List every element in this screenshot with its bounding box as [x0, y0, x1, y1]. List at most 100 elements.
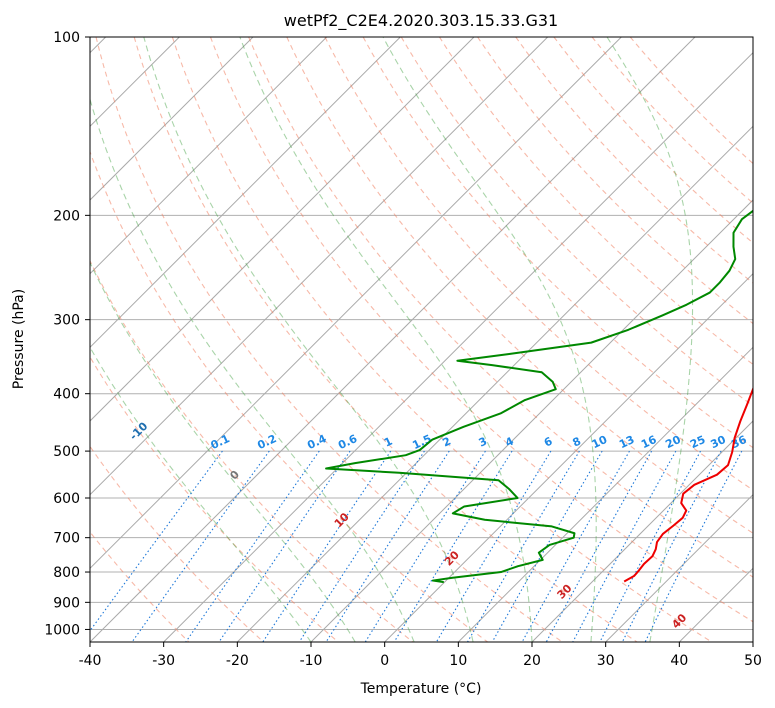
mixing-ratio-line: [599, 450, 702, 642]
mixing-ratio-line: [364, 450, 486, 642]
isotherm-line: [605, 493, 753, 642]
dry-adiabat-label: -10: [127, 419, 150, 442]
dry-adiabat-line: [90, 531, 190, 642]
mixing-ratio-line: [218, 450, 351, 642]
mixing-ratio-line: [262, 450, 392, 642]
dry-adiabat-line: [553, 37, 753, 244]
dry-adiabat-line: [400, 37, 753, 407]
isotherm-line: [236, 125, 753, 642]
mixing-ratio-line: [572, 450, 677, 642]
mixing-ratio-label: 0.4: [305, 432, 328, 452]
isotherm-line: [90, 37, 475, 422]
x-tick-label: -20: [226, 653, 249, 669]
mixing-ratio-line: [325, 450, 450, 642]
mixing-ratio-label: 8: [571, 435, 583, 450]
dry-adiabat-line: [90, 150, 488, 642]
dewpoint-profile-line: [325, 209, 753, 584]
mixing-ratio-line: [521, 450, 630, 642]
mixing-ratio-line: [393, 450, 513, 642]
mixing-ratio-label: 30: [709, 433, 729, 451]
y-tick-label: 200: [53, 208, 80, 224]
dry-adiabat-line: [248, 37, 753, 578]
x-tick-label: -10: [300, 653, 323, 669]
dry-adiabat-label: 20: [442, 548, 462, 568]
y-tick-label: 300: [53, 313, 80, 329]
x-tick-label: -40: [79, 653, 102, 669]
y-tick-label: 100: [53, 30, 80, 46]
mixing-ratio-line: [185, 450, 320, 642]
y-tick-label: 900: [53, 595, 80, 611]
mixing-ratio-line: [545, 450, 653, 642]
moist-adiabat-line: [382, 37, 597, 642]
x-tick-label: 20: [523, 653, 541, 669]
isotherm-line: [310, 199, 753, 642]
y-tick-label: 1000: [44, 622, 80, 638]
dry-adiabat-label: 40: [669, 611, 689, 631]
dry-adiabat-line: [209, 37, 753, 623]
isotherm-line: [384, 272, 753, 642]
mixing-ratio-label: 20: [663, 433, 683, 451]
x-tick-label: -30: [152, 653, 175, 669]
mixing-ratio-label: 0.1: [209, 432, 232, 452]
x-axis-label: Temperature (°C): [360, 681, 482, 697]
y-tick-label: 800: [53, 565, 80, 581]
mixing-ratio-line: [467, 450, 580, 642]
moist-adiabat-line: [143, 37, 474, 642]
y-tick-label: 500: [53, 444, 80, 460]
y-tick-label: 400: [53, 387, 80, 403]
x-tick-label: 50: [744, 653, 762, 669]
plot-frame: [89, 36, 754, 643]
isotherm-line: [90, 37, 696, 642]
dry-adiabat-line: [95, 37, 563, 642]
dry-adiabat-line: [515, 37, 753, 284]
mixing-ratio-label: 13: [617, 433, 636, 451]
temperature-profile-line: [623, 386, 753, 583]
x-tick-label: 30: [597, 653, 615, 669]
mixing-ratio-label: 10: [590, 433, 610, 451]
y-axis-label: Pressure (hPa): [11, 289, 27, 389]
mixing-ratio-label: 6: [542, 434, 555, 449]
isotherm-line: [90, 37, 401, 349]
dry-adiabat-line: [629, 37, 753, 165]
isotherm-line: [163, 51, 753, 642]
dry-adiabat-line: [90, 355, 339, 642]
isotherm-line: [90, 37, 254, 201]
isotherm-line: [752, 641, 753, 642]
mixing-ratio-line: [131, 450, 270, 642]
isotherm-line: [531, 420, 753, 642]
mixing-ratio-label: 2: [440, 435, 452, 450]
isotherm-line: [90, 37, 549, 496]
dry-adiabat-line: [591, 37, 753, 204]
x-tick-label: 0: [380, 653, 389, 669]
moist-adiabat-line: [239, 37, 533, 642]
isotherm-line: [457, 346, 753, 642]
x-tick-label: 40: [670, 653, 688, 669]
moist-adiabat-line: [606, 37, 694, 642]
dry-adiabat-line: [90, 259, 414, 642]
chart-title: wetPf2_C2E4.2020.303.15.33.G31: [284, 11, 558, 31]
isotherm-line: [678, 567, 753, 642]
isotherm-line: [90, 37, 622, 570]
x-tick-label: 10: [449, 653, 467, 669]
y-axis: 100 200 300 400 500 600 700 800 900 1000: [44, 30, 90, 638]
dry-adiabat-line: [362, 37, 753, 449]
mixing-ratio-label: 1: [382, 435, 394, 450]
dry-adiabat-line: [438, 37, 753, 366]
mixing-ratio-label: 16: [639, 433, 659, 451]
mixing-ratio-label: 25: [688, 433, 707, 451]
x-axis: -40 -30 -20 -10 0 10 20 30 40 50: [79, 642, 762, 669]
mixing-ratio-label: 3: [477, 435, 489, 450]
moist-adiabat-line: [90, 261, 356, 642]
moist-adiabat-line: [90, 346, 312, 642]
dry-adiabat-label: 0: [227, 468, 242, 483]
isotherm-line: [90, 37, 328, 275]
mixing-ratio-line: [298, 450, 425, 642]
dry-adiabat-line: [133, 37, 638, 642]
dry-adiabat-line: [90, 445, 264, 642]
mixing-ratio-line: [435, 450, 552, 642]
mixing-ratio-label: 0.2: [255, 432, 278, 452]
y-tick-label: 600: [53, 491, 80, 507]
dry-adiabat-label: 30: [555, 581, 575, 601]
